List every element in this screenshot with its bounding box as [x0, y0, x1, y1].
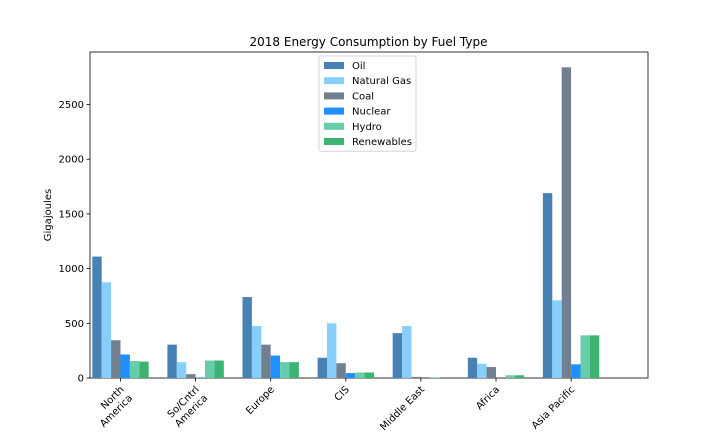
bar-natural-gas	[251, 326, 262, 378]
x-tick-label: CIS	[333, 384, 352, 403]
bar-natural-gas	[176, 362, 187, 378]
bar-oil	[317, 357, 327, 378]
x-tick-label: Asia Pacific	[530, 384, 577, 431]
bar-natural-gas	[552, 300, 562, 378]
bar-oil	[542, 193, 553, 378]
y-tick-label: 0	[78, 374, 84, 385]
bar-nuclear	[195, 377, 205, 378]
legend-swatch	[324, 107, 344, 115]
bar-coal	[261, 344, 271, 378]
bar-renewables	[514, 375, 525, 378]
bar-nuclear	[571, 364, 581, 378]
legend-swatch	[324, 62, 344, 69]
bar-hydro	[505, 375, 515, 378]
bar-natural-gas	[477, 363, 487, 378]
bar-nuclear	[270, 355, 281, 378]
legend-label: Coal	[352, 91, 374, 102]
bar-coal	[411, 376, 421, 378]
bar-hydro	[205, 360, 215, 378]
legend-label: Hydro	[352, 122, 382, 133]
legend: Oil Natural Gas Coal Nuclear Hydro Renewables	[318, 55, 417, 152]
bar-renewables	[139, 361, 149, 378]
x-tick-label: Middle East	[378, 384, 427, 432]
bar-coal	[186, 374, 196, 378]
bar-oil	[467, 357, 478, 378]
bar-nuclear	[345, 373, 356, 378]
x-tick-label: NorthAmerica	[90, 384, 135, 429]
bar-hydro	[430, 377, 440, 378]
legend-label: Nuclear	[352, 107, 391, 118]
y-tick-label: 1000	[59, 264, 84, 275]
x-tick-label: Africa	[474, 384, 502, 412]
bar-oil	[167, 344, 177, 378]
chart-title: 2018 Energy Consumption by Fuel Type	[250, 35, 488, 49]
legend-label: Oil	[352, 61, 365, 72]
bar-coal	[486, 367, 496, 378]
bar-hydro	[580, 335, 590, 378]
y-tick-label: 1500	[59, 209, 84, 220]
bar-coal	[336, 363, 346, 378]
bar-coal	[561, 67, 572, 379]
legend-label: Renewables	[352, 137, 412, 148]
bar-oil	[392, 333, 403, 378]
bar-oil	[242, 297, 252, 378]
bar-natural-gas	[327, 323, 337, 378]
legend-label: Natural Gas	[352, 76, 411, 87]
x-tick-label-line: CIS	[333, 384, 352, 403]
x-tick-label-line: Africa	[474, 384, 502, 412]
legend-swatch	[324, 77, 344, 85]
bar-coal	[111, 340, 121, 378]
y-tick-label: 2500	[59, 100, 84, 111]
legend-swatch	[324, 138, 344, 145]
x-tick-label: So/CntrlAmerica	[165, 384, 210, 429]
bar-renewables	[589, 335, 600, 378]
legend-swatch	[324, 92, 344, 100]
bar-hydro	[280, 362, 290, 378]
y-axis-title: Gigajoules	[43, 189, 54, 241]
bar-renewables	[214, 360, 224, 378]
x-tick-label-line: Middle East	[378, 384, 427, 432]
y-tick-label: 500	[65, 319, 84, 330]
bar-nuclear	[120, 354, 130, 378]
x-tick-label: Europe	[244, 384, 277, 417]
bar-renewables	[364, 372, 374, 378]
x-tick-label-line: Europe	[244, 384, 277, 417]
legend-swatch	[324, 122, 344, 130]
bar-hydro	[355, 372, 365, 378]
y-tick-label: 2000	[59, 155, 84, 166]
bar-oil	[92, 256, 102, 378]
bar-renewables	[289, 362, 299, 378]
bar-natural-gas	[101, 282, 112, 378]
bar-natural-gas	[402, 326, 412, 378]
x-tick-label-line: Asia Pacific	[530, 384, 577, 431]
bar-hydro	[129, 361, 140, 378]
